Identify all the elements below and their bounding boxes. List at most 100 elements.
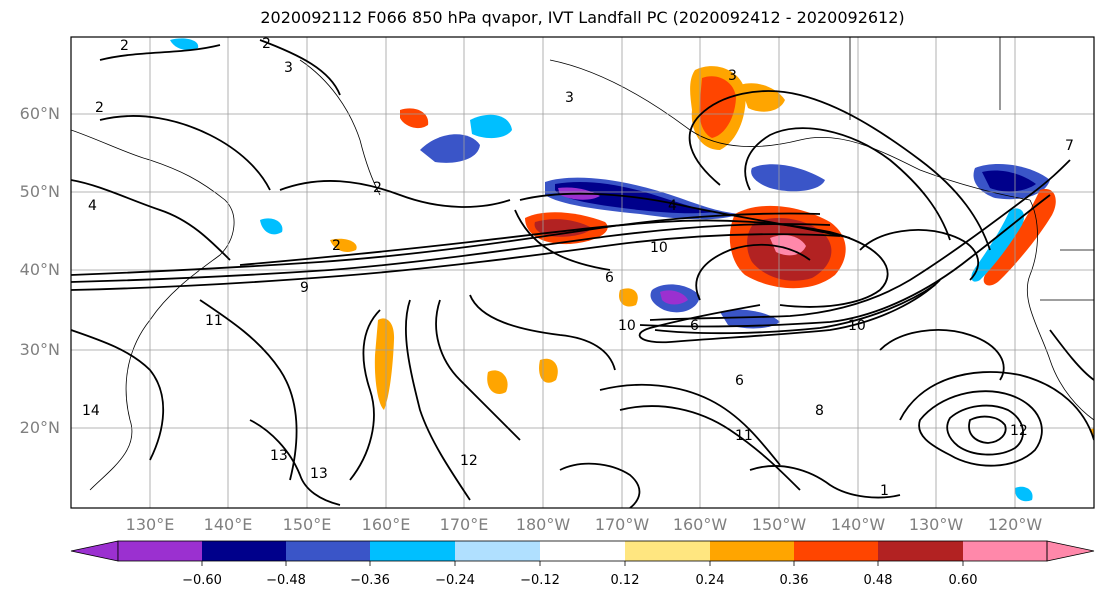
lon-tick-label: 170°E xyxy=(439,515,489,534)
contour-line xyxy=(239,219,889,308)
contour-label: 1 xyxy=(880,483,889,499)
anomaly-fill-negative xyxy=(420,134,480,163)
contour-label: 12 xyxy=(460,453,478,469)
colorbar-segment xyxy=(286,541,370,561)
contour-line xyxy=(654,284,936,335)
contour-line xyxy=(199,299,298,481)
contour-label: 7 xyxy=(1065,138,1074,154)
contour-line xyxy=(469,294,616,371)
anomaly-fill-negative xyxy=(170,38,199,50)
contour-line xyxy=(749,465,901,499)
colorbar-tick-label: 0.24 xyxy=(695,573,725,588)
lon-tick-label: 140°E xyxy=(203,515,253,534)
contour-line xyxy=(968,415,1007,444)
colorbar-tick-label: −0.60 xyxy=(182,573,222,588)
colorbar-tick-label: −0.12 xyxy=(520,573,560,588)
lon-tick-label: 150°E xyxy=(282,515,332,534)
contour-line xyxy=(946,404,1024,456)
anomaly-fill-positive xyxy=(487,370,508,394)
contour-line xyxy=(99,39,341,96)
contour-label: 10 xyxy=(650,240,668,256)
contour-line xyxy=(649,159,1071,321)
lon-tick-label: 140°W xyxy=(830,515,886,534)
colorbar-segment xyxy=(118,541,202,561)
coastline-alaska xyxy=(549,59,1031,201)
contour-line xyxy=(918,390,1043,467)
contour-line xyxy=(404,299,471,501)
anomaly-fill-positive xyxy=(400,108,429,129)
contour-label: 13 xyxy=(310,466,328,482)
colorbar-segment xyxy=(878,541,963,561)
colorbar-tick-label: −0.36 xyxy=(350,573,390,588)
contour-line xyxy=(514,209,611,271)
contour-label: 6 xyxy=(605,270,614,286)
anomaly-fill-negative xyxy=(982,170,1036,192)
contour-label: 4 xyxy=(88,198,97,214)
anomaly-fill-positive xyxy=(699,76,736,138)
colorbar-segment xyxy=(370,541,455,561)
anomaly-fill-positive xyxy=(330,238,357,252)
contour-line xyxy=(71,179,231,261)
lat-tick-label: 50°N xyxy=(19,182,60,201)
contour-line xyxy=(249,419,341,506)
contour-line xyxy=(71,233,841,291)
colorbar-segment xyxy=(963,541,1047,561)
contour-label: 13 xyxy=(270,448,288,464)
colorbar-segment xyxy=(625,541,710,561)
colorbar-tick-label: 0.36 xyxy=(779,573,809,588)
lon-tick-label: 180°W xyxy=(515,515,571,534)
lat-tick-label: 40°N xyxy=(19,260,60,279)
contour-line xyxy=(688,90,991,251)
colorbar-segment xyxy=(540,541,625,561)
contour-label: 2 xyxy=(332,238,341,254)
colorbar-tick-label: 0.12 xyxy=(610,573,640,588)
colorbar-tick-label: 0.60 xyxy=(948,573,978,588)
contour-line xyxy=(695,243,811,301)
contour-label: 2 xyxy=(373,180,382,196)
state-borders xyxy=(849,37,1094,301)
anomaly-fill-negative xyxy=(660,290,688,305)
contour-label: 3 xyxy=(565,90,574,106)
contour-line xyxy=(99,115,271,191)
contour-label: 12 xyxy=(1010,423,1028,439)
colorbar-segment xyxy=(202,541,286,561)
lat-tick-label: 60°N xyxy=(19,104,60,123)
contour-labels: 2 2 3 3 2 2 4 2 10 6 6 10 9 11 12 13 13 … xyxy=(82,36,1074,499)
colorbar-tick-label: −0.48 xyxy=(266,573,306,588)
contour-line xyxy=(744,127,951,241)
contour-line xyxy=(859,229,980,281)
contour-label: 8 xyxy=(815,403,824,419)
lon-tick-label: 160°E xyxy=(361,515,411,534)
coastline-kamchatka xyxy=(299,59,381,196)
contour-line xyxy=(71,223,831,283)
figure-title: 2020092112 F066 850 hPa qvapor, IVT Land… xyxy=(260,8,905,27)
contour-line xyxy=(899,371,1094,441)
lon-tick-label: 130°E xyxy=(125,515,175,534)
anomaly-fill-positive xyxy=(619,288,638,307)
contour-label: 3 xyxy=(284,60,293,76)
anomaly-fill-negative xyxy=(470,114,512,139)
contour-label: 2 xyxy=(262,36,271,52)
colorbar-extend-high xyxy=(1046,540,1095,562)
anomaly-fill-positive xyxy=(539,358,558,383)
contour-label: 10 xyxy=(618,318,636,334)
lat-tick-label: 20°N xyxy=(19,418,60,437)
colorbar-ticks xyxy=(201,561,964,566)
lon-tick-label: 120°W xyxy=(987,515,1043,534)
anomaly-fill-positive xyxy=(374,318,395,410)
contour-line xyxy=(435,299,521,441)
contour-line xyxy=(349,309,381,481)
colorbar-tick-label: 0.48 xyxy=(863,573,893,588)
gridlines xyxy=(71,37,1094,508)
lon-tick-label: 150°W xyxy=(751,515,807,534)
map-background xyxy=(71,37,1094,508)
colorbar-extend-low xyxy=(70,540,119,562)
contour-line xyxy=(559,462,641,508)
lat-tick-label: 30°N xyxy=(19,340,60,359)
anomaly-fill-negative xyxy=(260,218,283,235)
anomaly-fill-positive xyxy=(983,189,1056,286)
contour-line xyxy=(71,212,821,276)
contour-line xyxy=(71,329,165,461)
